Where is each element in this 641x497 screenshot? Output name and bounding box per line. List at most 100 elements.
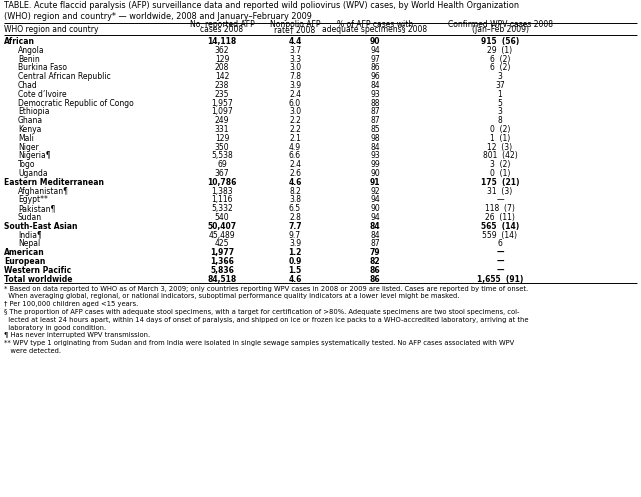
Text: 84,518: 84,518 xyxy=(208,275,237,284)
Text: American: American xyxy=(4,248,45,257)
Text: 99: 99 xyxy=(370,160,380,169)
Text: 86: 86 xyxy=(370,64,380,73)
Text: 362: 362 xyxy=(215,46,229,55)
Text: 367: 367 xyxy=(215,169,229,178)
Text: 12  (3): 12 (3) xyxy=(487,143,513,152)
Text: 87: 87 xyxy=(370,107,380,116)
Text: 0.9: 0.9 xyxy=(288,257,302,266)
Text: Pakistan¶: Pakistan¶ xyxy=(18,204,55,213)
Text: 3.0: 3.0 xyxy=(289,64,301,73)
Text: 69: 69 xyxy=(217,160,227,169)
Text: 565  (14): 565 (14) xyxy=(481,222,519,231)
Text: 6: 6 xyxy=(497,240,503,248)
Text: 84: 84 xyxy=(370,231,380,240)
Text: 4.6: 4.6 xyxy=(288,275,302,284)
Text: 1,116: 1,116 xyxy=(212,195,233,204)
Text: 5,332: 5,332 xyxy=(211,204,233,213)
Text: 5,538: 5,538 xyxy=(211,152,233,161)
Text: 3.3: 3.3 xyxy=(289,55,301,64)
Text: 175  (21): 175 (21) xyxy=(481,178,519,187)
Text: 8: 8 xyxy=(497,116,503,125)
Text: Niger: Niger xyxy=(18,143,38,152)
Text: 29  (1): 29 (1) xyxy=(487,46,513,55)
Text: 98: 98 xyxy=(370,134,380,143)
Text: Kenya: Kenya xyxy=(18,125,42,134)
Text: 1: 1 xyxy=(497,90,503,99)
Text: 88: 88 xyxy=(370,98,379,107)
Text: South-East Asian: South-East Asian xyxy=(4,222,78,231)
Text: Chad: Chad xyxy=(18,81,38,90)
Text: 10,786: 10,786 xyxy=(207,178,237,187)
Text: 540: 540 xyxy=(215,213,229,222)
Text: 90: 90 xyxy=(370,169,380,178)
Text: ** WPV type 1 originating from Sudan and from India were isolated in single sewa: ** WPV type 1 originating from Sudan and… xyxy=(4,340,514,346)
Text: 37: 37 xyxy=(495,81,505,90)
Text: 249: 249 xyxy=(215,116,229,125)
Text: Afghanistan¶: Afghanistan¶ xyxy=(18,186,69,196)
Text: † Per 100,000 children aged <15 years.: † Per 100,000 children aged <15 years. xyxy=(4,301,138,307)
Text: 1,957: 1,957 xyxy=(211,98,233,107)
Text: Egypt**: Egypt** xyxy=(18,195,48,204)
Text: 96: 96 xyxy=(370,72,380,81)
Text: were detected.: were detected. xyxy=(4,348,61,354)
Text: 915  (56): 915 (56) xyxy=(481,37,519,46)
Text: Cote d’Ivoire: Cote d’Ivoire xyxy=(18,90,67,99)
Text: Nepal: Nepal xyxy=(18,240,40,248)
Text: Angola: Angola xyxy=(18,46,45,55)
Text: Ghana: Ghana xyxy=(18,116,43,125)
Text: 87: 87 xyxy=(370,240,380,248)
Text: Uganda: Uganda xyxy=(18,169,47,178)
Text: 331: 331 xyxy=(215,125,229,134)
Text: 86: 86 xyxy=(370,275,380,284)
Text: 118  (7): 118 (7) xyxy=(485,204,515,213)
Text: 129: 129 xyxy=(215,55,229,64)
Text: 94: 94 xyxy=(370,195,380,204)
Text: 142: 142 xyxy=(215,72,229,81)
Text: 84: 84 xyxy=(370,143,380,152)
Text: 6.5: 6.5 xyxy=(289,204,301,213)
Text: No. reported AFP: No. reported AFP xyxy=(190,20,254,29)
Text: 8.2: 8.2 xyxy=(289,186,301,196)
Text: —: — xyxy=(496,257,504,266)
Text: 31  (3): 31 (3) xyxy=(487,186,513,196)
Text: 9.7: 9.7 xyxy=(289,231,301,240)
Text: 1,097: 1,097 xyxy=(211,107,233,116)
Text: 2.2: 2.2 xyxy=(289,125,301,134)
Text: rate† 2008: rate† 2008 xyxy=(274,25,315,34)
Text: 3.8: 3.8 xyxy=(289,195,301,204)
Text: 93: 93 xyxy=(370,90,380,99)
Text: —: — xyxy=(496,266,504,275)
Text: 3.9: 3.9 xyxy=(289,81,301,90)
Text: (Jan–Feb 2009): (Jan–Feb 2009) xyxy=(472,25,528,34)
Text: 4.9: 4.9 xyxy=(289,143,301,152)
Text: 85: 85 xyxy=(370,125,380,134)
Text: 0  (1): 0 (1) xyxy=(490,169,510,178)
Text: 94: 94 xyxy=(370,213,380,222)
Text: TABLE. Acute flaccid paralysis (AFP) surveillance data and reported wild poliovi: TABLE. Acute flaccid paralysis (AFP) sur… xyxy=(4,1,519,21)
Text: § The proportion of AFP cases with adequate stool specimens, with a target for c: § The proportion of AFP cases with adequ… xyxy=(4,309,519,315)
Text: 93: 93 xyxy=(370,152,380,161)
Text: 6  (2): 6 (2) xyxy=(490,64,510,73)
Text: lected at least 24 hours apart, within 14 days of onset of paralysis, and shippe: lected at least 24 hours apart, within 1… xyxy=(4,317,528,323)
Text: 2.6: 2.6 xyxy=(289,169,301,178)
Text: Nigeria¶: Nigeria¶ xyxy=(18,152,51,161)
Text: Togo: Togo xyxy=(18,160,35,169)
Text: 7.8: 7.8 xyxy=(289,72,301,81)
Text: 1  (1): 1 (1) xyxy=(490,134,510,143)
Text: adequate specimens§ 2008: adequate specimens§ 2008 xyxy=(322,25,428,34)
Text: WHO region and country: WHO region and country xyxy=(4,25,99,34)
Text: 14,118: 14,118 xyxy=(208,37,237,46)
Text: 3.9: 3.9 xyxy=(289,240,301,248)
Text: Ethiopia: Ethiopia xyxy=(18,107,49,116)
Text: Central African Republic: Central African Republic xyxy=(18,72,111,81)
Text: 801  (42): 801 (42) xyxy=(483,152,517,161)
Text: 1,366: 1,366 xyxy=(210,257,234,266)
Text: 4.6: 4.6 xyxy=(288,178,302,187)
Text: 238: 238 xyxy=(215,81,229,90)
Text: Benin: Benin xyxy=(18,55,40,64)
Text: 235: 235 xyxy=(215,90,229,99)
Text: 3  (2): 3 (2) xyxy=(490,160,510,169)
Text: 87: 87 xyxy=(370,116,380,125)
Text: 5: 5 xyxy=(497,98,503,107)
Text: 5,836: 5,836 xyxy=(210,266,234,275)
